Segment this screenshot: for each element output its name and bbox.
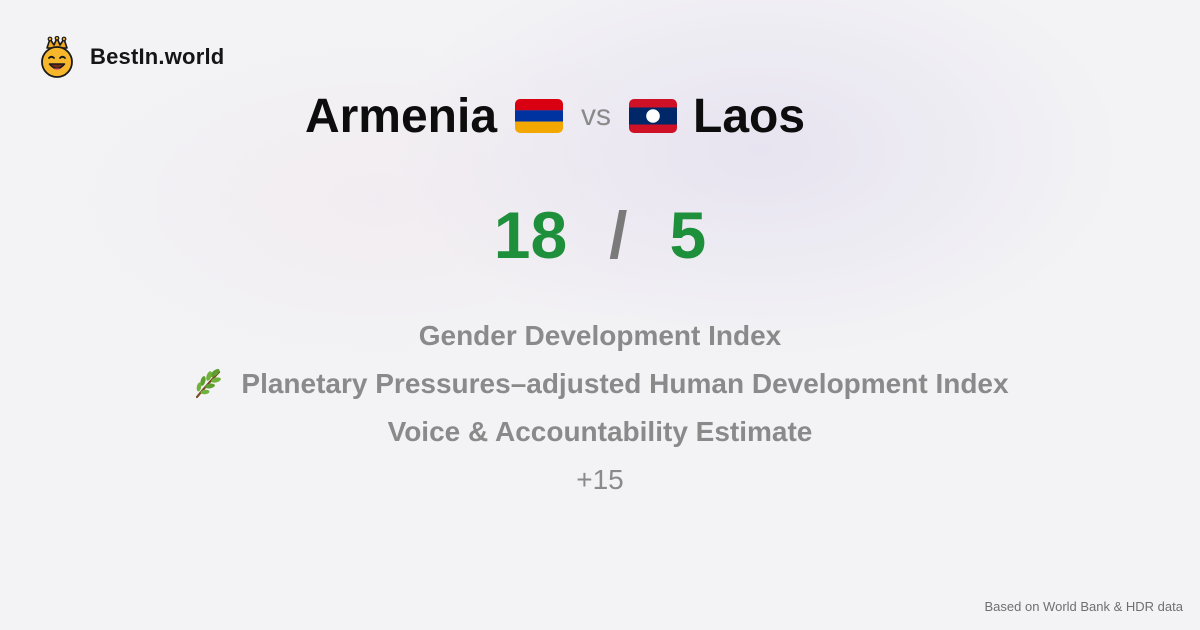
vs-label: vs: [581, 99, 612, 132]
score-separator: /: [609, 198, 628, 272]
metric-item[interactable]: Planetary Pressures–adjusted Human Devel…: [0, 360, 1200, 408]
metric-item[interactable]: Gender Development Index: [0, 312, 1200, 360]
score-comparison: 18 / 5: [0, 190, 1200, 280]
armenia-flag-icon: [515, 99, 564, 133]
metric-label: Voice & Accountability Estimate: [387, 416, 813, 447]
comparison-title: Armenia vs Laos: [0, 84, 1110, 148]
right-country-name[interactable]: Laos: [693, 89, 806, 143]
metric-label: Gender Development Index: [418, 320, 782, 351]
left-score: 18: [493, 198, 568, 272]
data-source-note: Based on World Bank & HDR data: [984, 599, 1183, 614]
metrics-list: Gender Development Index Planetary Press…: [0, 312, 1200, 504]
laos-flag-icon: [629, 99, 678, 133]
more-metrics-label: +15: [576, 464, 624, 495]
right-score: 5: [669, 198, 707, 272]
herb-icon: [196, 368, 222, 399]
brand-header[interactable]: BestIn.world: [38, 36, 224, 78]
left-country-name[interactable]: Armenia: [304, 89, 498, 143]
smiling-crowned-face-icon: [41, 36, 73, 78]
metric-label: Planetary Pressures–adjusted Human Devel…: [241, 368, 1009, 399]
more-metrics-count[interactable]: +15: [0, 456, 1200, 504]
metric-item[interactable]: Voice & Accountability Estimate: [0, 408, 1200, 456]
brand-name: BestIn.world: [90, 44, 225, 69]
